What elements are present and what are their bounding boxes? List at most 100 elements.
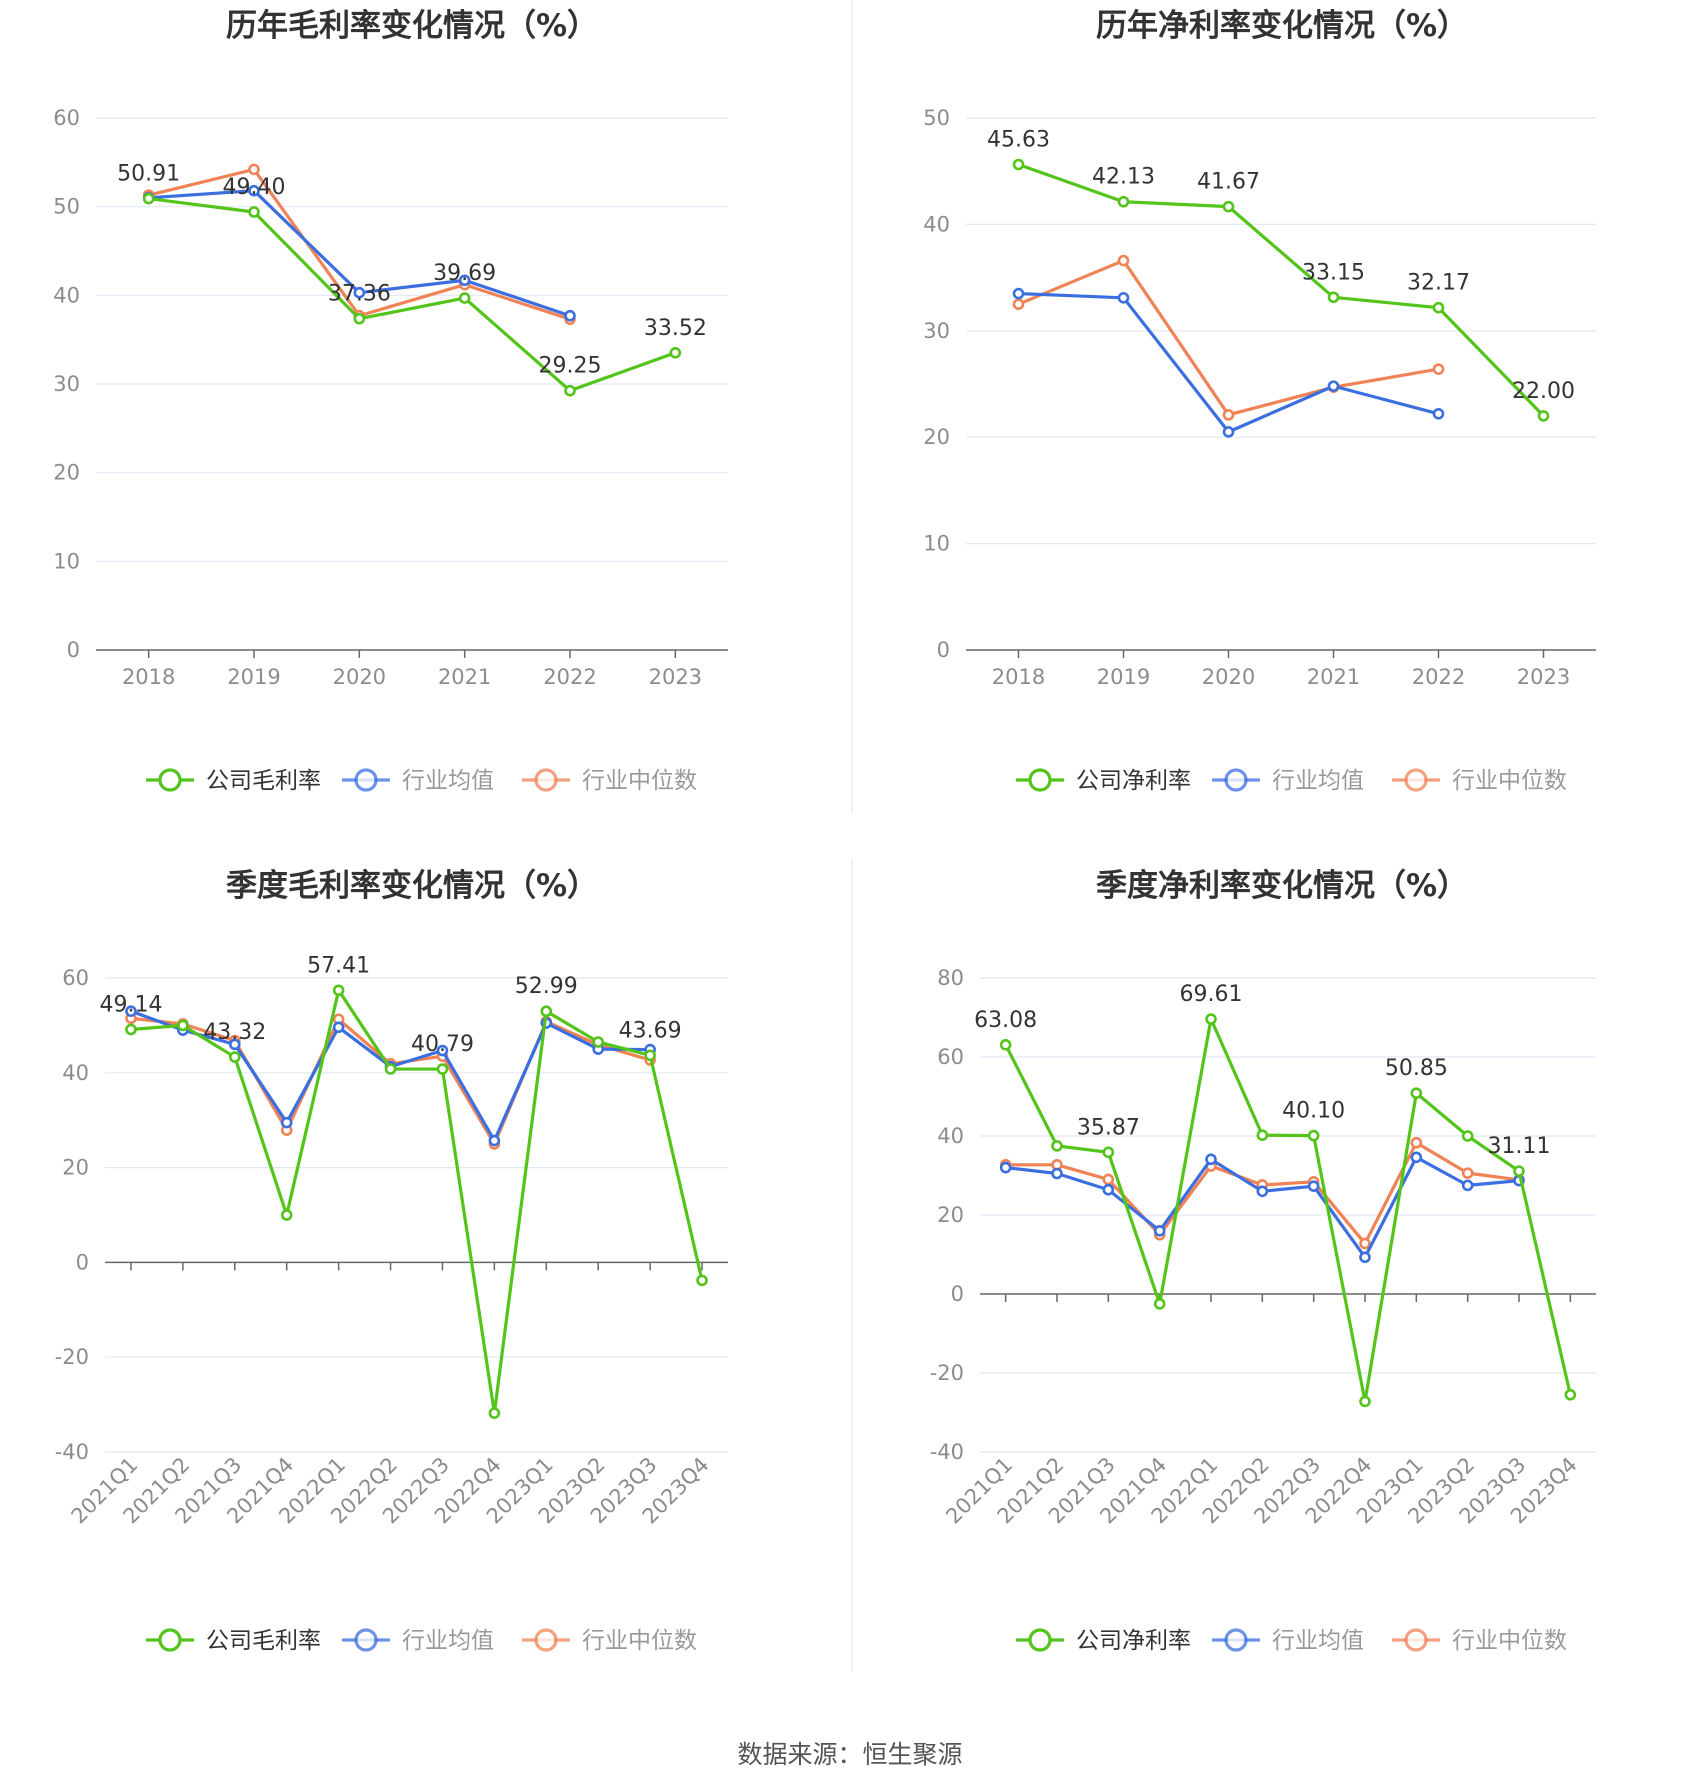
legend-marker [1028,768,1052,792]
legend-item: 行业中位数 [1392,1628,1567,1654]
x-tick-label: 2019 [227,665,280,689]
data-point [458,274,471,287]
series-line [1017,162,1545,418]
data-point [177,1019,189,1032]
data-point [248,206,260,218]
y-tick-label: 10 [923,532,950,556]
legend-label: 行业中位数 [1452,768,1567,794]
data-label: 43.32 [203,1020,266,1045]
data-point [1012,287,1025,300]
y-tick-label: 0 [76,1250,89,1274]
data-point [125,1005,137,1017]
data-point [696,1274,708,1287]
data-label: 31.11 [1488,1134,1551,1159]
data-point [248,163,260,176]
chart-title: 历年毛利率变化情况（%） [226,8,598,44]
y-tick-label: 60 [62,966,89,990]
legend-marker [1404,768,1428,792]
data-point [1410,1087,1423,1099]
data-point [1222,409,1235,421]
y-tick-label: 50 [53,195,80,219]
y-tick-label: 20 [937,1203,964,1227]
data-point [458,292,471,304]
data-point [540,1005,553,1018]
data-point [142,192,155,205]
legend-marker [354,1628,378,1652]
y-tick-label: 60 [53,106,80,130]
series-line [148,197,676,393]
y-tick-label: 50 [923,106,950,130]
legend-item: 公司净利率 [1016,768,1191,794]
data-point [1410,1136,1423,1149]
data-label: 32.17 [1407,271,1470,296]
data-point [1117,195,1130,208]
data-point [248,184,260,197]
x-tick-label: 2018 [122,665,175,689]
legend-item: 公司毛利率 [146,1628,321,1654]
data-point [1461,1130,1474,1142]
x-tick-label: 2021 [1307,665,1360,689]
data-point [384,1063,397,1075]
legend-item: 行业均值 [342,1628,494,1654]
data-point [280,1116,293,1129]
data-point [1432,407,1445,420]
y-tick-label: 20 [62,1156,89,1180]
data-label: 33.52 [644,316,707,341]
data-point [1327,380,1340,392]
legend-marker [534,768,558,792]
data-point [1432,301,1445,314]
data-point [669,346,682,359]
legend-marker [158,1628,182,1652]
legend-label: 行业均值 [1272,768,1364,794]
data-label: 40.79 [411,1032,474,1057]
data-point [1153,1298,1166,1310]
data-label: 69.61 [1180,982,1243,1007]
legend-label: 公司净利率 [1076,768,1191,794]
data-point [1102,1173,1115,1186]
data-label: 41.67 [1197,170,1260,195]
legend-item: 行业中位数 [522,1628,697,1654]
chart-title: 季度毛利率变化情况（%） [226,868,598,904]
data-point [644,1049,656,1062]
legend-item: 公司毛利率 [146,768,321,794]
data-point [332,1021,345,1034]
legend-label: 行业中位数 [1452,1628,1567,1654]
x-tick-label: 2020 [333,665,386,689]
data-point [564,309,576,322]
legend-label: 公司毛利率 [206,768,321,794]
y-tick-label: 40 [923,212,950,236]
data-point [488,1134,501,1147]
legend-label: 公司净利率 [1076,1628,1191,1654]
data-point [1102,1183,1115,1196]
data-point [1359,1251,1371,1264]
x-tick-label: 2023 [649,665,702,689]
data-point [999,1039,1012,1051]
data-point [228,1051,241,1063]
y-tick-label: 40 [62,1061,89,1085]
data-label: 39.69 [433,261,496,286]
data-point [353,312,366,325]
data-point [280,1209,293,1221]
data-point [1410,1151,1423,1164]
data-point [564,384,576,397]
data-point [125,1023,137,1036]
y-tick-label: 40 [53,283,80,307]
legend-label: 行业均值 [402,768,494,794]
data-point [1153,1225,1166,1237]
data-point [1222,426,1235,438]
data-point [1117,254,1130,267]
data-point [1307,1180,1320,1192]
legend-marker [1224,1628,1248,1652]
y-tick-label: 40 [937,1124,964,1148]
data-label: 50.91 [117,162,180,187]
chart-title: 历年净利率变化情况（%） [1096,8,1468,44]
data-label: 22.00 [1512,379,1575,404]
data-point [1051,1140,1063,1152]
legend-marker [534,1628,558,1652]
legend-item: 公司净利率 [1016,1628,1191,1654]
chart-3: 季度毛利率变化情况（%）-40-2002040602021Q12021Q2202… [55,868,728,1654]
data-point [436,1044,449,1057]
data-label: 37.36 [328,282,391,307]
data-point [1051,1167,1063,1180]
data-point [592,1036,605,1048]
